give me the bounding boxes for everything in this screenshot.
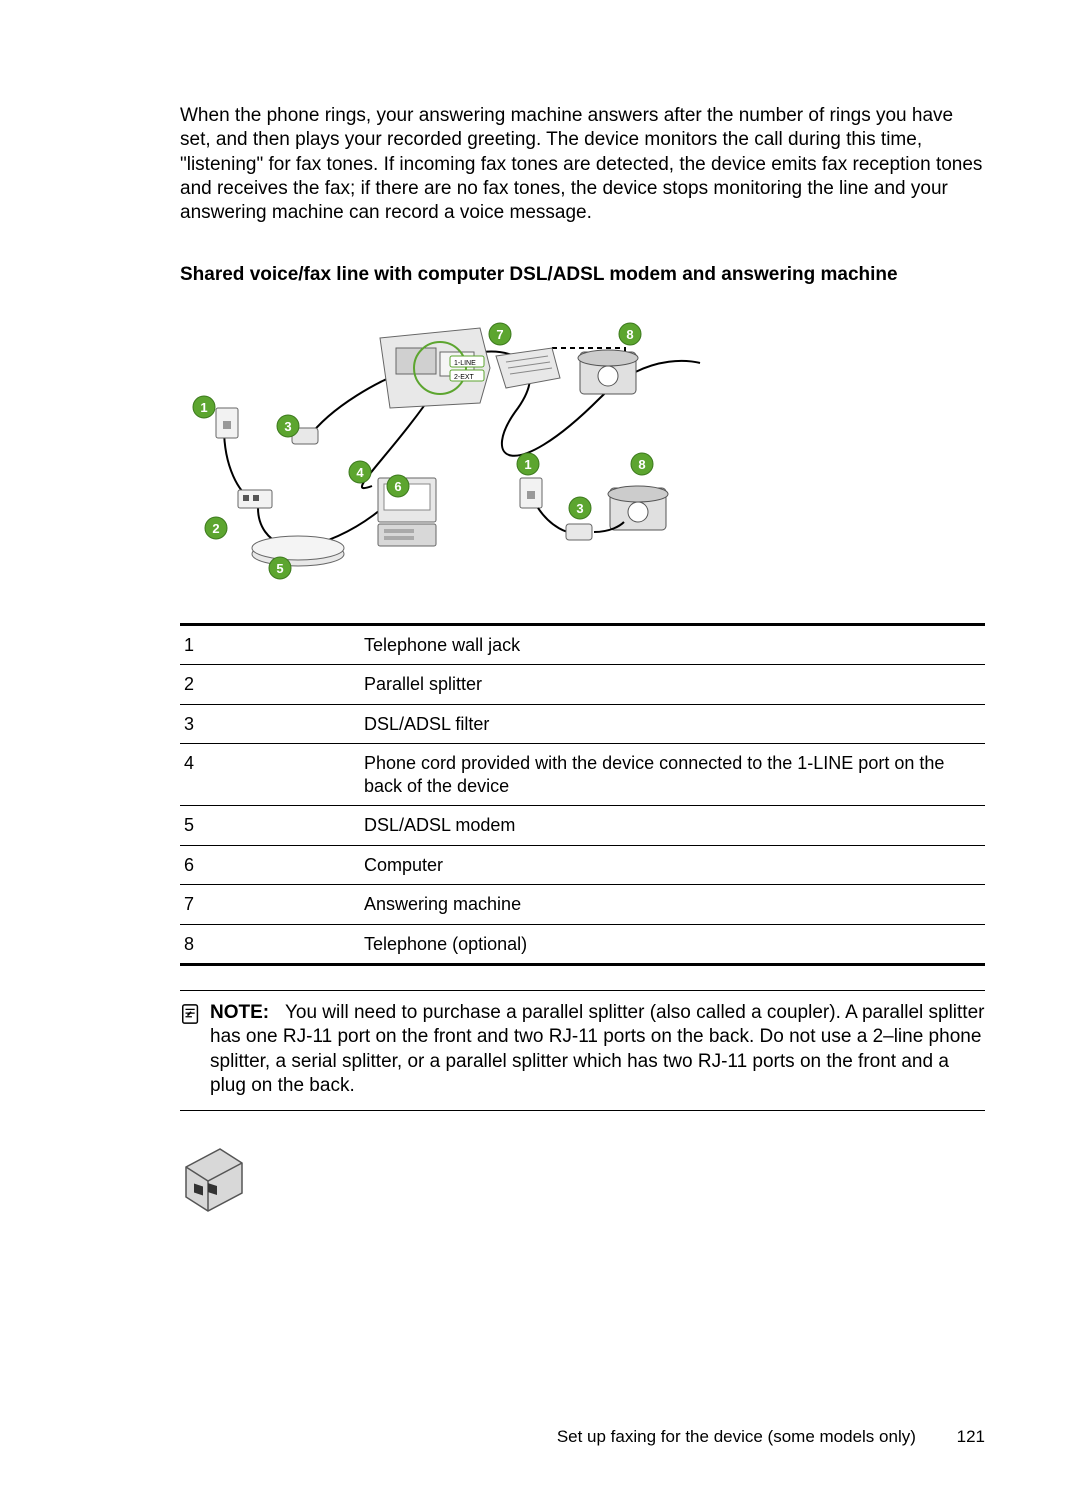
legend-description: Telephone (optional) — [360, 924, 985, 965]
legend-number: 1 — [180, 624, 360, 665]
svg-text:1: 1 — [524, 457, 531, 472]
parallel-splitter-icon — [180, 1141, 248, 1213]
legend-number: 3 — [180, 704, 360, 744]
legend-number: 8 — [180, 924, 360, 965]
splitter-icon — [238, 490, 272, 508]
page-footer: Set up faxing for the device (some model… — [557, 1427, 985, 1447]
table-row: 7Answering machine — [180, 885, 985, 925]
note-label: NOTE: — [210, 1002, 269, 1023]
svg-text:8: 8 — [638, 457, 645, 472]
svg-text:1: 1 — [200, 400, 207, 415]
legend-description: Phone cord provided with the device conn… — [360, 744, 985, 806]
legend-table: 1Telephone wall jack2Parallel splitter3D… — [180, 623, 985, 967]
inset-diagram — [520, 478, 668, 540]
intro-paragraph: When the phone rings, your answering mac… — [180, 104, 985, 226]
note-body — [274, 1002, 285, 1023]
legend-description: Answering machine — [360, 885, 985, 925]
printer-device-icon: 1-LINE 2-EXT — [380, 328, 490, 408]
legend-description: DSL/ADSL filter — [360, 704, 985, 744]
svg-text:2: 2 — [212, 521, 219, 536]
svg-text:1-LINE: 1-LINE — [454, 360, 476, 367]
telephone-top-icon — [578, 350, 638, 394]
legend-number: 5 — [180, 806, 360, 846]
legend-number: 2 — [180, 665, 360, 705]
table-row: 2Parallel splitter — [180, 665, 985, 705]
svg-text:6: 6 — [394, 479, 401, 494]
table-row: 1Telephone wall jack — [180, 624, 985, 665]
legend-description: Telephone wall jack — [360, 624, 985, 665]
footer-page-number: 121 — [957, 1427, 985, 1446]
table-row: 4Phone cord provided with the device con… — [180, 744, 985, 806]
legend-description: Parallel splitter — [360, 665, 985, 705]
svg-text:3: 3 — [284, 419, 291, 434]
legend-description: Computer — [360, 845, 985, 885]
legend-number: 4 — [180, 744, 360, 806]
footer-section: Set up faxing for the device (some model… — [557, 1427, 916, 1446]
svg-text:7: 7 — [496, 327, 503, 342]
svg-text:3: 3 — [576, 501, 583, 516]
svg-text:8: 8 — [626, 327, 633, 342]
wiring-diagram: 1-LINE 2-EXT — [180, 308, 985, 593]
section-heading: Shared voice/fax line with computer DSL/… — [180, 264, 985, 286]
legend-number: 6 — [180, 845, 360, 885]
page: When the phone rings, your answering mac… — [0, 0, 1080, 1495]
table-row: 5DSL/ADSL modem — [180, 806, 985, 846]
svg-text:4: 4 — [356, 465, 364, 480]
note-block: NOTE: You will need to purchase a parall… — [180, 990, 985, 1111]
table-row: 6Computer — [180, 845, 985, 885]
table-row: 8Telephone (optional) — [180, 924, 985, 965]
svg-text:5: 5 — [276, 561, 283, 576]
note-icon — [180, 1003, 202, 1025]
table-row: 3DSL/ADSL filter — [180, 704, 985, 744]
note-text: NOTE: You will need to purchase a parall… — [210, 1001, 985, 1098]
svg-text:2-EXT: 2-EXT — [454, 374, 475, 381]
legend-description: DSL/ADSL modem — [360, 806, 985, 846]
note-body-text: You will need to purchase a parallel spl… — [210, 1002, 984, 1096]
wall-jack-icon — [216, 408, 238, 438]
dsl-modem-icon — [252, 536, 344, 566]
legend-number: 7 — [180, 885, 360, 925]
